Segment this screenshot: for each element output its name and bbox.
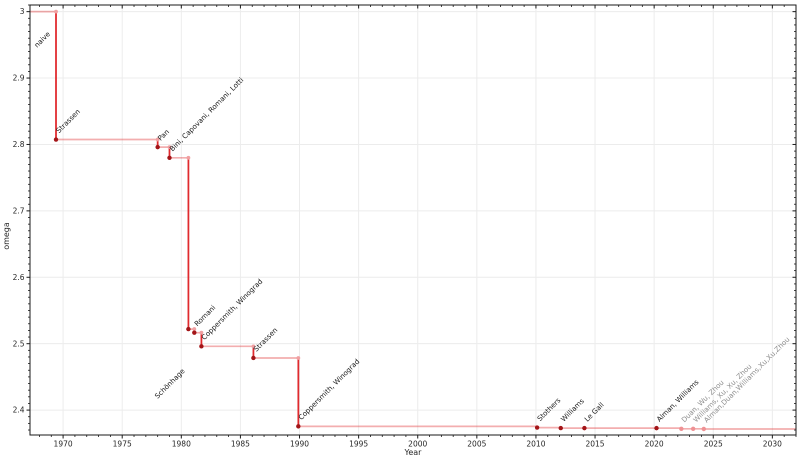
x-tick-label: 1975 (113, 440, 132, 449)
x-axis-label: Year (404, 448, 423, 457)
data-point-marker (186, 326, 191, 332)
plot-border (29, 4, 797, 436)
data-point-marker (582, 425, 587, 431)
previous-bound-marker (199, 330, 204, 335)
point-label: Strassen (55, 108, 82, 135)
point-label: Alman,Duan,Williams,Xu,Xu,Zhou (703, 336, 792, 425)
data-point-marker (558, 425, 563, 431)
point-label: naive (33, 30, 52, 49)
omega-step-line (30, 10, 796, 430)
previous-bound-marker (54, 9, 58, 14)
x-tick-label: 2010 (526, 440, 545, 449)
x-tick-label: 2020 (645, 440, 664, 449)
data-point-marker (167, 155, 172, 161)
data-point-marker (192, 330, 197, 335)
data-point-marker (199, 344, 204, 349)
x-tick-label: 2025 (704, 440, 723, 449)
y-tick-label: 2.5 (13, 339, 25, 348)
point-label: Pan (156, 128, 171, 143)
point-label: Coppersmith, Winograd (297, 358, 361, 422)
point-label: Bini, Capovani, Romani, Lotti (168, 76, 245, 153)
x-tick-label: 1970 (54, 440, 73, 449)
y-tick-label: 2.7 (13, 206, 25, 215)
x-tick-label: 1995 (349, 440, 368, 449)
x-tick-label: 1990 (290, 440, 309, 449)
data-point-marker (155, 144, 160, 150)
data-point-marker (654, 425, 659, 431)
previous-bound-marker (192, 327, 197, 331)
data-point-marker (690, 426, 696, 431)
data-point-marker (296, 424, 301, 429)
y-tick-label: 2.6 (13, 273, 25, 282)
data-point-marker (679, 426, 684, 431)
x-tick-label: 1980 (172, 440, 191, 449)
y-tick-label: 2.4 (13, 406, 25, 415)
y-tick-label: 2.9 (13, 74, 25, 83)
previous-bound-marker (186, 155, 191, 160)
x-tick-label: 1985 (231, 440, 250, 449)
y-tick-label: 3 (20, 7, 25, 16)
data-point-marker (251, 355, 256, 361)
data-point-marker (534, 425, 540, 430)
previous-bound-marker (251, 344, 256, 349)
y-axis-label: omega (2, 222, 11, 250)
point-label: Williams, Xu, Xu, Zhou (692, 363, 754, 425)
previous-bound-marker (155, 137, 160, 142)
data-point-marker (701, 426, 706, 432)
previous-bound-marker (167, 145, 172, 150)
x-tick-label: 2030 (763, 440, 782, 449)
x-tick-label: 2000 (408, 440, 427, 449)
x-tick-label: 2015 (585, 440, 604, 449)
point-label: Le Gall (583, 401, 606, 424)
previous-bound-marker (296, 356, 301, 360)
x-tick-label: 2005 (467, 440, 486, 449)
y-tick-label: 2.8 (13, 140, 25, 149)
data-point-marker (53, 137, 59, 142)
point-label: Strassen (252, 326, 279, 353)
